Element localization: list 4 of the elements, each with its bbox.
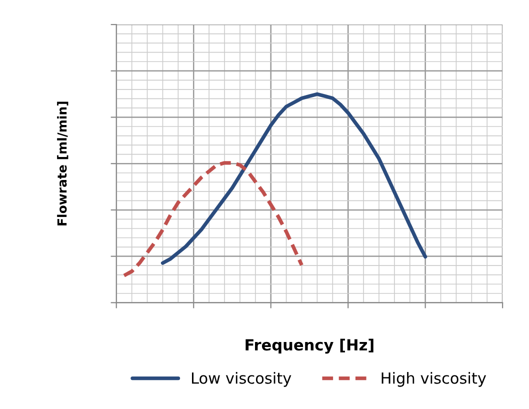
legend-label: Low viscosity bbox=[192, 372, 292, 387]
y-axis-title: Flowrate [ml/min] bbox=[57, 102, 68, 226]
legend-label: High viscosity bbox=[382, 372, 486, 387]
x-axis-title: Frequency [Hz] bbox=[246, 338, 374, 354]
